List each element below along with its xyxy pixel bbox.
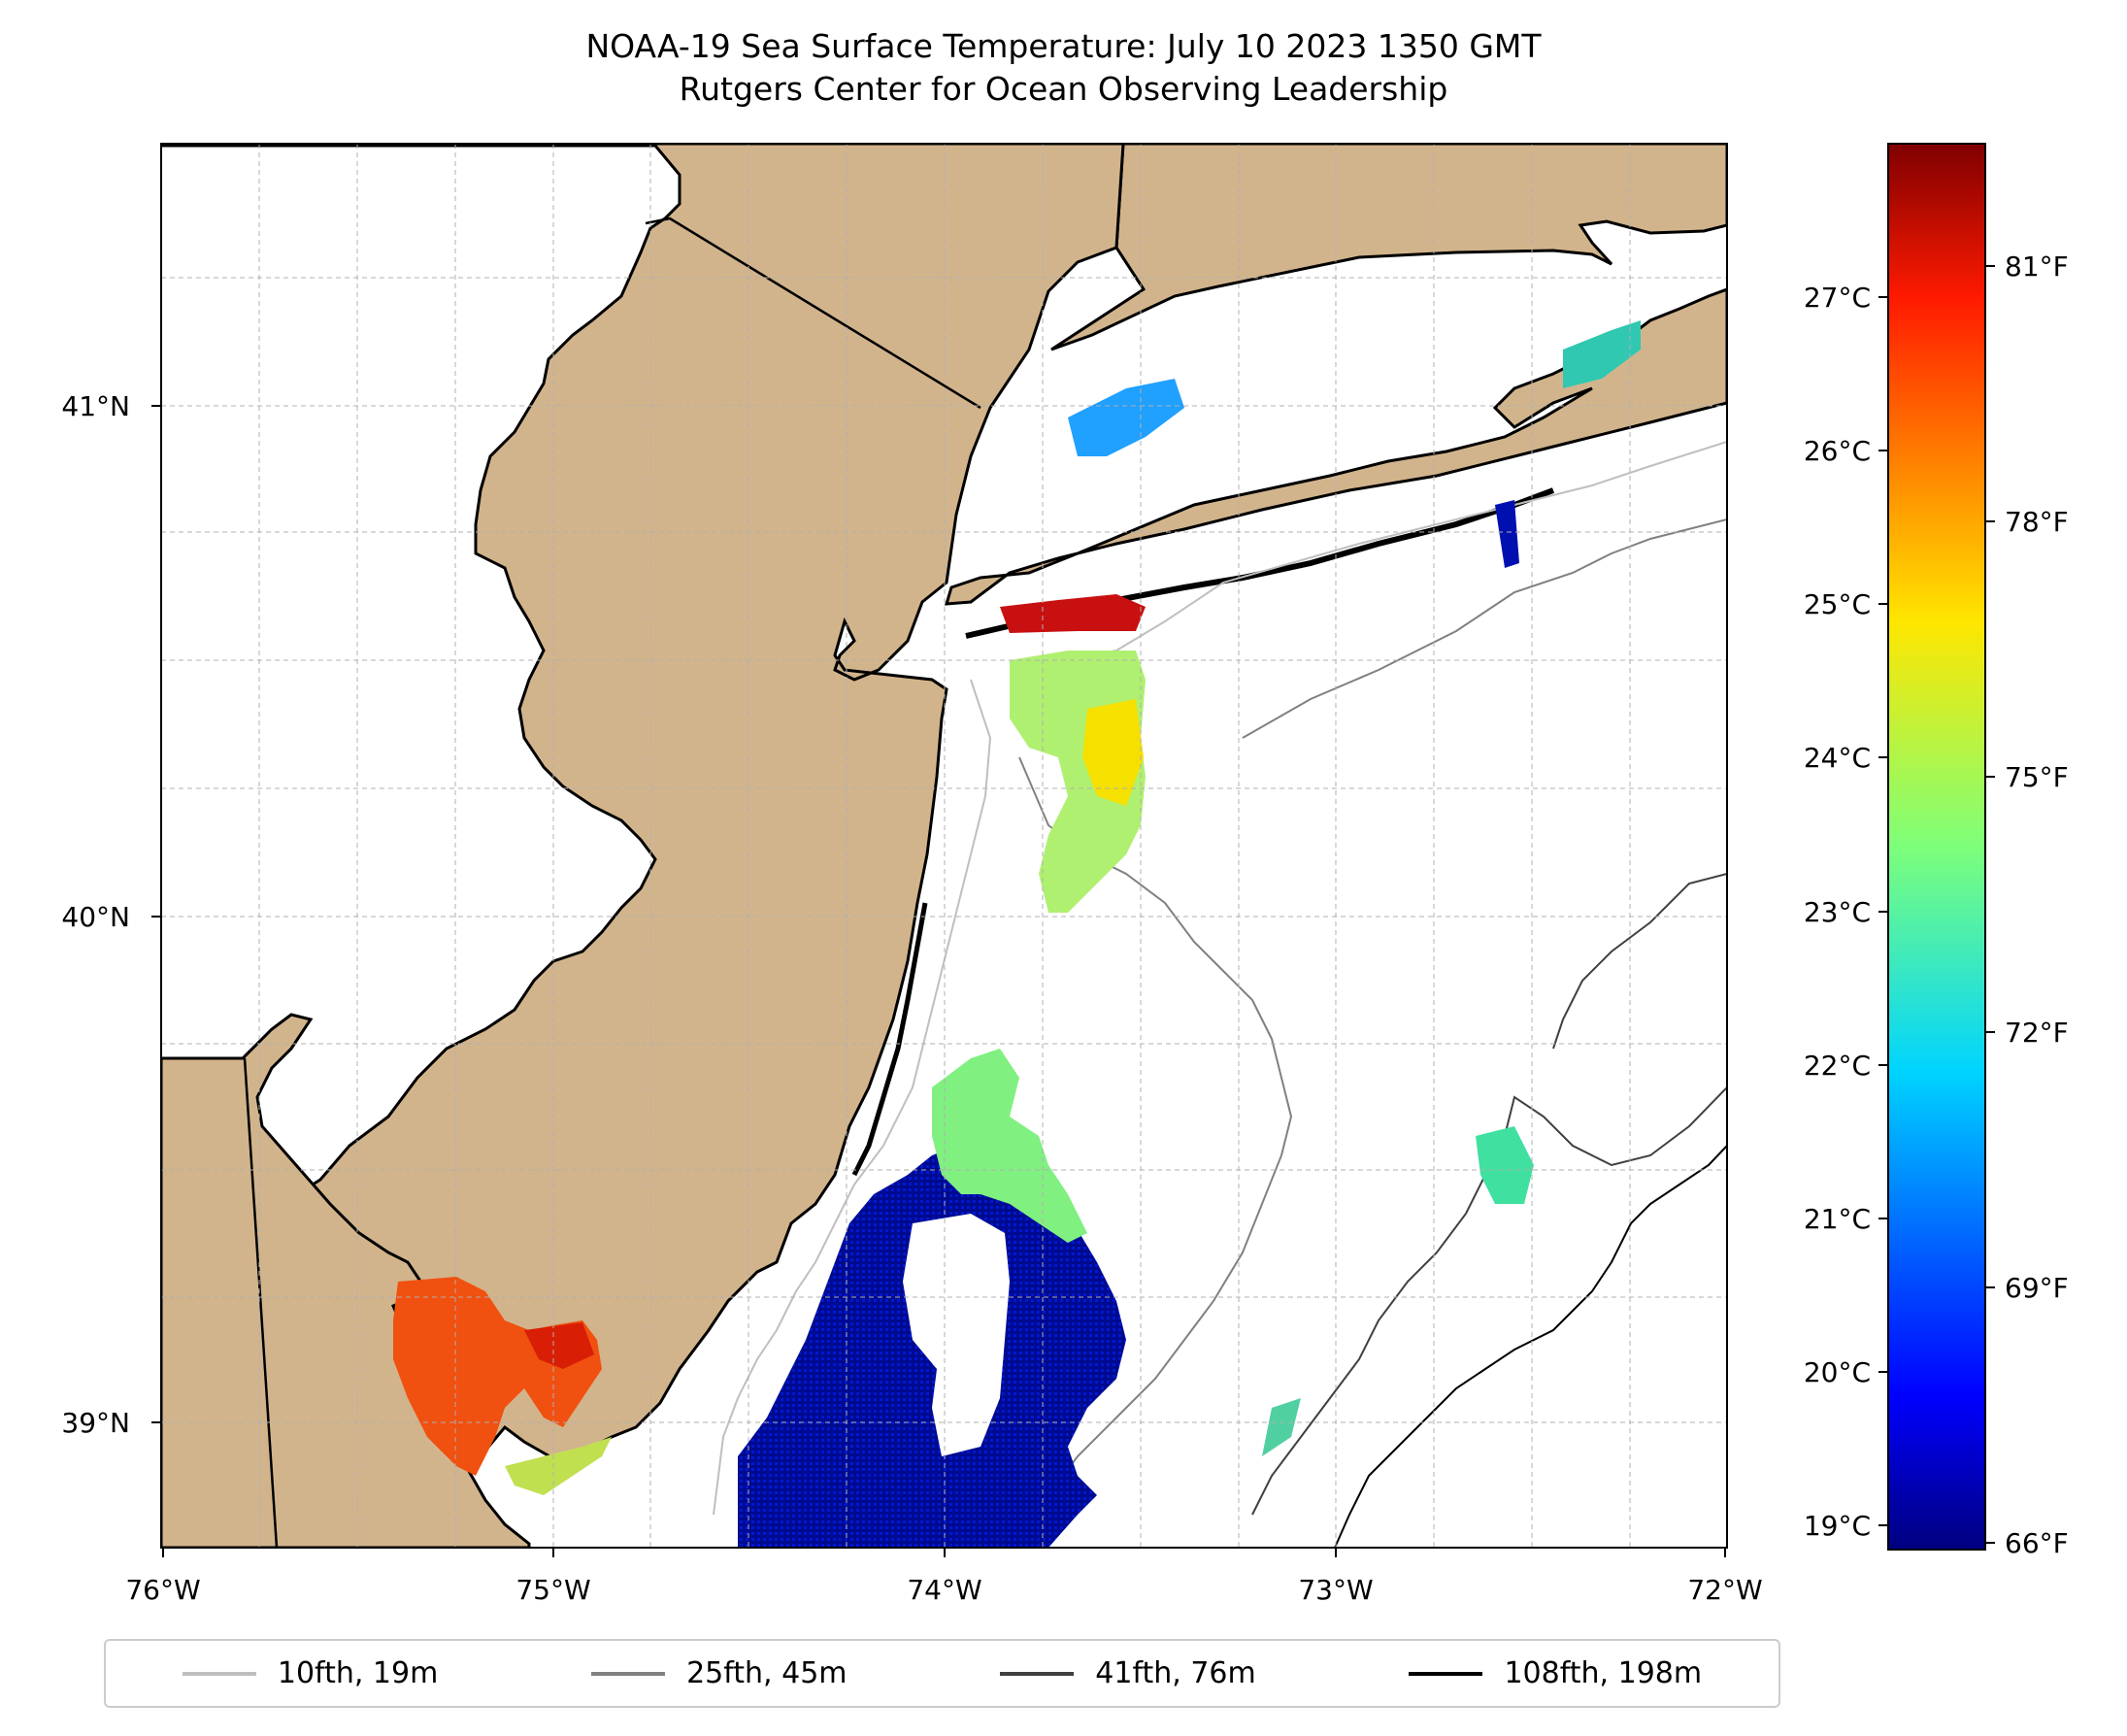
title-line-1: NOAA-19 Sea Surface Temperature: July 10… xyxy=(585,27,1542,65)
sst-li-sound-west xyxy=(1068,379,1184,456)
colorbar-labels-f: 81°F 78°F 75°F 72°F 69°F 66°F xyxy=(2005,250,2069,1559)
sst-ny-harbor xyxy=(1000,594,1146,633)
legend-swatch xyxy=(1409,1671,1483,1676)
sst-li-offshore xyxy=(1495,500,1519,568)
celsius-label: 19°C xyxy=(1804,1510,1871,1542)
x-tick-label: 75°W xyxy=(515,1574,590,1606)
y-tick-labels: 41°N 40°N 39°N xyxy=(61,390,130,1439)
y-tick-label: 40°N xyxy=(61,901,130,933)
fahrenheit-label: 72°F xyxy=(2005,1017,2069,1049)
x-tick-labels: 76°W 75°W 74°W 73°W 72°W xyxy=(125,1574,1762,1606)
sst-far-patch xyxy=(1262,1398,1301,1456)
celsius-label: 21°C xyxy=(1804,1203,1871,1235)
legend-item-108fth: 108fth, 198m xyxy=(1409,1656,1702,1690)
map-panel xyxy=(161,144,1727,1548)
sst-bay-mouth xyxy=(505,1437,612,1495)
legend-item-41fth: 41fth, 76m xyxy=(1000,1656,1256,1690)
title-line-2: Rutgers Center for Ocean Observing Leade… xyxy=(679,70,1448,108)
contour-25fth xyxy=(1018,518,1727,1535)
x-tick-label: 73°W xyxy=(1298,1574,1373,1606)
contour-108fth xyxy=(1334,1145,1727,1548)
legend-label: 41fth, 76m xyxy=(1095,1656,1256,1690)
land-mainland xyxy=(161,144,1727,351)
x-tick-label: 72°W xyxy=(1687,1574,1762,1606)
celsius-label: 26°C xyxy=(1804,435,1871,467)
fahrenheit-label: 75°F xyxy=(2005,761,2069,793)
bathymetry-contours xyxy=(713,441,1727,1548)
legend-swatch xyxy=(1000,1671,1075,1676)
sst-delaware-bay-red xyxy=(524,1322,594,1369)
grid xyxy=(161,144,1727,1548)
sst-li-sound-east xyxy=(1563,320,1641,388)
nj-barrier xyxy=(851,902,928,1177)
sst-delaware-bay xyxy=(393,1277,602,1476)
sst-offshore-hole xyxy=(903,1214,1010,1456)
x-tick-label: 74°W xyxy=(907,1574,981,1606)
legend-swatch xyxy=(182,1671,256,1676)
colorbar-ticks-c xyxy=(1878,296,1888,1526)
sst-shelf-patch xyxy=(1476,1126,1534,1204)
y-tick-label: 39°N xyxy=(61,1407,130,1439)
fahrenheit-label: 66°F xyxy=(2005,1527,2069,1559)
colorbar xyxy=(1887,143,1986,1551)
x-tick-label: 76°W xyxy=(125,1574,200,1606)
celsius-label: 25°C xyxy=(1804,588,1871,620)
axis-ticks xyxy=(151,405,1726,1557)
legend-label: 108fth, 198m xyxy=(1504,1656,1703,1690)
celsius-label: 24°C xyxy=(1804,742,1871,774)
contour-legend: 10fth, 19m 25fth, 45m 41fth, 76m 108fth,… xyxy=(104,1639,1780,1708)
legend-item-10fth: 10fth, 19m xyxy=(182,1656,439,1690)
colorbar-ticks-f xyxy=(1985,265,1995,1544)
legend-swatch xyxy=(591,1671,666,1676)
celsius-label: 23°C xyxy=(1804,896,1871,928)
colorbar-labels-c: 27°C 26°C 25°C 24°C 23°C 22°C 21°C 20°C … xyxy=(1804,282,1871,1542)
sst-ny-bight-yellow xyxy=(1082,699,1144,806)
fahrenheit-label: 78°F xyxy=(2005,506,2069,538)
state-border-ny-nj xyxy=(645,217,981,410)
sst-data xyxy=(393,320,1641,1548)
contour-41fth xyxy=(1251,873,1727,1516)
celsius-label: 27°C xyxy=(1804,282,1871,314)
sst-offshore-green xyxy=(932,1049,1087,1243)
celsius-label: 20°C xyxy=(1804,1356,1871,1388)
legend-label: 10fth, 19m xyxy=(277,1656,439,1690)
state-border-de xyxy=(243,1057,279,1548)
legend-item-25fth: 25fth, 45m xyxy=(591,1656,847,1690)
y-tick-label: 41°N xyxy=(61,390,130,422)
fahrenheit-label: 81°F xyxy=(2005,250,2069,283)
celsius-label: 22°C xyxy=(1804,1050,1871,1082)
fahrenheit-label: 69°F xyxy=(2005,1272,2069,1304)
legend-label: 25fth, 45m xyxy=(686,1656,847,1690)
map-title: NOAA-19 Sea Surface Temperature: July 10… xyxy=(0,25,2127,111)
